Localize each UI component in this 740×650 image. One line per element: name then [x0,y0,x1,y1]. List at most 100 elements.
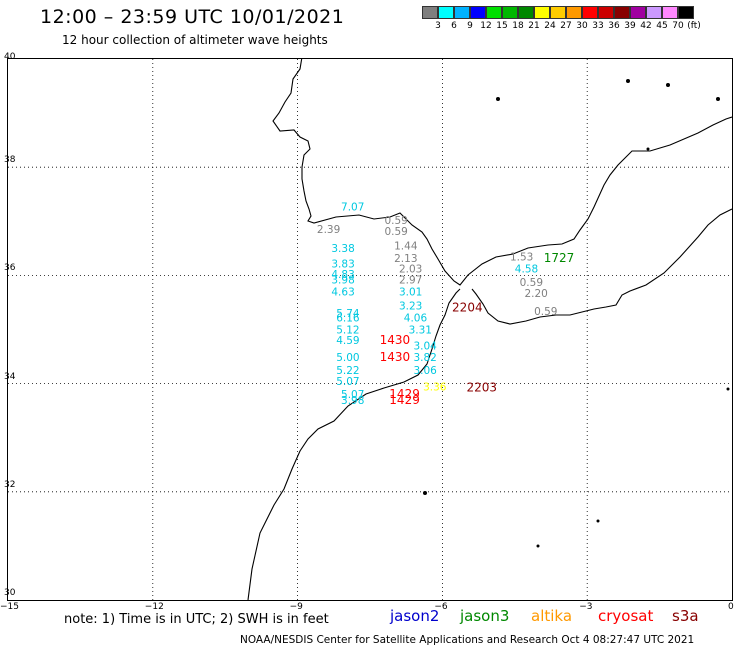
color-scale-label: 18 [512,21,524,31]
island-marker [496,97,500,101]
wave-height-label: 3.83 [331,258,354,270]
color-scale-label: 6 [451,21,457,31]
longitude-tick-label: −6 [434,602,448,612]
island-marker [536,544,540,548]
color-swatch [534,6,550,19]
wave-height-label: 3.04 [413,341,437,353]
observation-labels: 7.07 0.59 2.39 0.59 1.44 3.38 2.13 1.53 1727 3.83… [317,201,574,407]
chart-title: 12:00 – 23:59 UTC 10/01/2021 [40,6,345,28]
longitude-tick-label: −15 [0,602,19,612]
wave-height-label: 5.74 [336,308,360,320]
wave-height-label: 2.03 [399,264,422,276]
color-swatch [550,6,566,19]
wave-height-label: 0.59 [384,215,407,227]
wave-height-label: 5.07 [336,376,359,388]
coastline-morocco [247,288,461,601]
color-scale-label: 36 [608,21,620,31]
wave-height-label: 5.00 [336,352,359,364]
island-marker [716,97,720,101]
latitude-tick-label: 34 [4,371,16,382]
color-swatch [582,6,598,19]
wave-height-label: 5.22 [336,365,359,377]
wave-height-label: 3.06 [413,365,437,377]
wave-height-label: 0.59 [520,277,543,289]
wave-height-label: 6.16 [336,312,360,324]
longitude-tick-label: −9 [289,602,303,612]
wave-height-label: 2203 [467,381,498,395]
latitude-tick-label: 40 [4,52,16,62]
wave-height-label: 2.97 [399,275,422,287]
wave-height-label: 1430 [380,350,411,364]
map-frame: 7.07 0.59 2.39 0.59 1.44 3.38 2.13 1.53 1727 3.83… [7,56,733,601]
color-scale-label: 24 [544,21,556,31]
island-marker [596,519,600,523]
wave-height-label: 3.82 [413,352,436,364]
color-scale-label: 30 [576,21,588,31]
wave-height-label: 1429 [389,387,420,401]
wave-height-label: 1.53 [510,251,533,263]
color-scale-label: 3 [435,21,441,31]
wave-height-label: 3.31 [409,324,432,336]
footer-credit: NOAA/NESDIS Center for Satellite Applica… [240,634,695,646]
latitude-tick-label: 38 [4,155,16,166]
color-scale-label: 45 [656,21,668,31]
color-swatch [630,6,646,19]
longitude-tick-label: −3 [579,602,593,612]
wave-height-label: 2.39 [317,224,340,236]
color-swatch [486,6,502,19]
satellite-legend-item: jason3 [460,607,510,625]
color-swatch [454,6,470,19]
island-marker [666,83,670,87]
latitude-tick-label: 36 [4,263,16,274]
coastline-iberia [272,56,733,286]
wave-height-label: 1429 [389,393,420,407]
map-canvas: 7.07 0.59 2.39 0.59 1.44 3.38 2.13 1.53 1727 3.83… [8,56,733,601]
island-marker [626,79,630,83]
island-marker [726,387,730,391]
wave-height-label: 7.07 [341,201,364,213]
latitude-tick-label: 32 [4,479,16,490]
wave-height-label: 3.98 [331,275,354,287]
color-swatch [470,6,486,19]
wave-height-label: 5.07 [341,389,364,401]
color-scale-label: 39 [624,21,636,31]
satellite-legend-item: altika [531,607,573,625]
island-marker [646,147,650,151]
note-text: note: 1) Time is in UTC; 2) SWH is in fe… [64,612,329,627]
color-swatch [438,6,454,19]
color-swatch [662,6,678,19]
wave-height-label: 5.12 [336,324,359,336]
island-marker [423,491,427,495]
color-swatch [518,6,534,19]
wave-height-label: 4.63 [331,286,354,298]
islands [423,79,730,548]
wave-height-label: 3.38 [331,243,354,255]
color-swatch [614,6,630,19]
longitude-tick-label: −12 [144,602,164,612]
wave-height-label: 1430 [380,333,411,347]
graticule [8,59,732,600]
coastline-north-africa [471,208,733,325]
color-scale-label: 12 [480,21,492,31]
satellite-legend-item: s3a [672,607,699,625]
wave-height-label: 2204 [452,301,483,315]
wave-height-label: 1727 [544,251,575,265]
color-swatch [598,6,614,19]
color-scale-label: 42 [640,21,652,31]
color-swatch [646,6,662,19]
wave-height-label: 0.59 [534,306,557,318]
wave-height-label: 4.58 [515,264,538,276]
wave-height-label: 3.23 [399,300,422,312]
wave-height-label: 3.98 [341,395,364,407]
color-scale-label: 70 [672,21,684,31]
color-scale-label: 9 [467,21,473,31]
wave-height-label: 2.13 [394,253,417,265]
wave-height-label: 0.59 [384,226,407,238]
wave-height-label: 3.01 [399,286,422,298]
wave-height-label: 4.83 [331,269,354,281]
latitude-tick-label: 30 [4,588,16,598]
longitude-tick-label: 0 [728,602,734,612]
color-scale-label: 21 [528,21,540,31]
wave-height-label: 4.59 [336,335,359,347]
color-scale-label: (ft) [687,21,701,31]
